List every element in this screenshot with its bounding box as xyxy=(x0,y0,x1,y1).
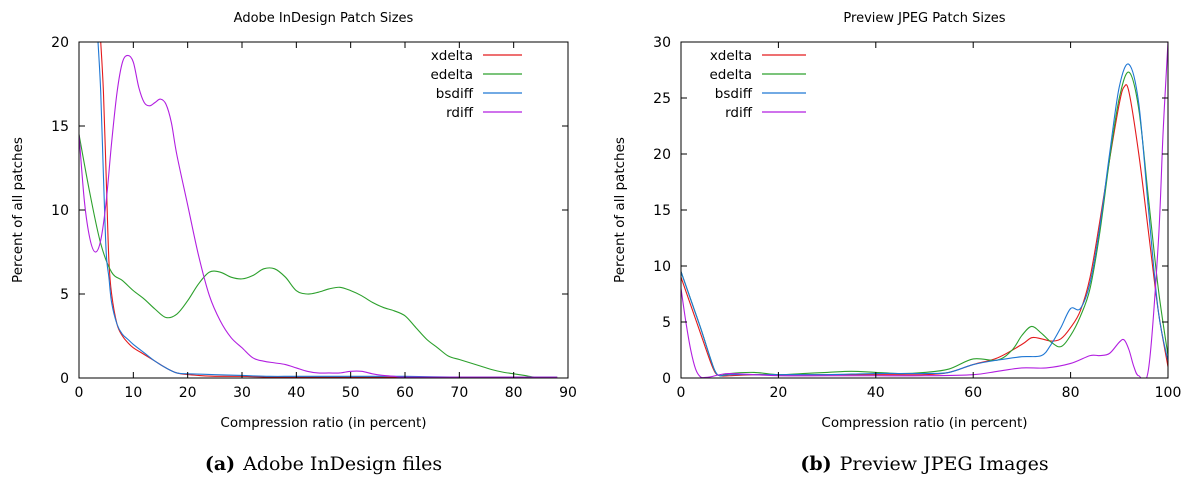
x-tick-label: 90 xyxy=(559,385,577,401)
y-tick-label: 15 xyxy=(51,119,69,135)
y-tick-label: 0 xyxy=(662,371,671,387)
x-tick-label: 10 xyxy=(124,385,142,401)
series-line-rdiff xyxy=(79,54,558,378)
series-line-edelta xyxy=(681,71,1168,377)
y-tick-label: 5 xyxy=(662,315,671,331)
series-lines xyxy=(79,42,558,378)
y-tick-label: 15 xyxy=(653,203,671,219)
series-line-bsdiff xyxy=(681,63,1168,377)
legend-label-bsdiff: bsdiff xyxy=(436,86,474,102)
y-tick-label: 5 xyxy=(60,287,69,303)
x-tick-label: 40 xyxy=(287,385,305,401)
y-tick-label: 10 xyxy=(51,203,69,219)
series-lines xyxy=(681,42,1168,378)
x-tick-label: 60 xyxy=(964,385,982,401)
x-tick-label: 70 xyxy=(450,385,468,401)
series-line-bsdiff xyxy=(97,42,558,378)
legend-label-edelta: edelta xyxy=(710,67,753,83)
chart-adobe-indesign: 0 10 20 30 40 50 60 70 80 90 0 5 10 15 20 Adobe InDesig… xyxy=(10,11,577,475)
y-tick-label: 20 xyxy=(51,35,69,51)
x-tick-label: 30 xyxy=(233,385,251,401)
legend-label-edelta: edelta xyxy=(431,67,474,83)
caption-text: Adobe InDesign files xyxy=(242,453,442,475)
legend-label-xdelta: xdelta xyxy=(710,48,752,64)
y-axis-label: Percent of all patches xyxy=(10,137,26,283)
y-tick-label: 0 xyxy=(60,371,69,387)
series-line-xdelta xyxy=(100,42,558,378)
plot-frame xyxy=(680,41,1169,379)
y-tick-label: 30 xyxy=(653,35,671,51)
legend-label-rdiff: rdiff xyxy=(446,105,474,121)
legend-label-xdelta: xdelta xyxy=(431,48,473,64)
y-tick-label: 10 xyxy=(653,259,671,275)
x-tick-label: 0 xyxy=(677,385,686,401)
legend: xdelta edelta bsdiff rdiff xyxy=(710,48,806,121)
caption-text: Preview JPEG Images xyxy=(840,453,1049,475)
figure-caption: (a) Adobe InDesign files xyxy=(205,453,442,475)
x-tick-label: 40 xyxy=(867,385,885,401)
caption-label: (b) xyxy=(800,453,831,475)
legend-label-rdiff: rdiff xyxy=(725,105,753,121)
legend: xdelta edelta bsdiff rdiff xyxy=(431,48,522,121)
x-tick-label: 60 xyxy=(396,385,414,401)
chart-title: Adobe InDesign Patch Sizes xyxy=(234,11,414,26)
x-tick-label: 20 xyxy=(769,385,787,401)
chart-title: Preview JPEG Patch Sizes xyxy=(843,11,1005,26)
x-tick-label: 80 xyxy=(505,385,523,401)
series-line-xdelta xyxy=(681,84,1168,377)
x-axis-label: Compression ratio (in percent) xyxy=(220,415,426,431)
x-tick-label: 100 xyxy=(1155,385,1182,401)
x-tick-label: 20 xyxy=(179,385,197,401)
x-tick-label: 50 xyxy=(342,385,360,401)
y-axis-label: Percent of all patches xyxy=(612,137,628,283)
figure-caption: (b) Preview JPEG Images xyxy=(800,453,1048,475)
caption-label: (a) xyxy=(205,453,235,475)
y-tick-label: 25 xyxy=(653,91,671,107)
chart-preview-jpeg: 0 20 40 60 80 100 0 5 10 15 20 25 30 Preview JPEG Pat… xyxy=(612,11,1181,475)
x-tick-label: 80 xyxy=(1062,385,1080,401)
series-line-rdiff xyxy=(681,42,1168,378)
x-axis-label: Compression ratio (in percent) xyxy=(821,415,1027,431)
legend-label-bsdiff: bsdiff xyxy=(715,86,753,102)
y-tick-label: 20 xyxy=(653,147,671,163)
x-tick-label: 0 xyxy=(75,385,84,401)
series-line-edelta xyxy=(79,134,558,378)
